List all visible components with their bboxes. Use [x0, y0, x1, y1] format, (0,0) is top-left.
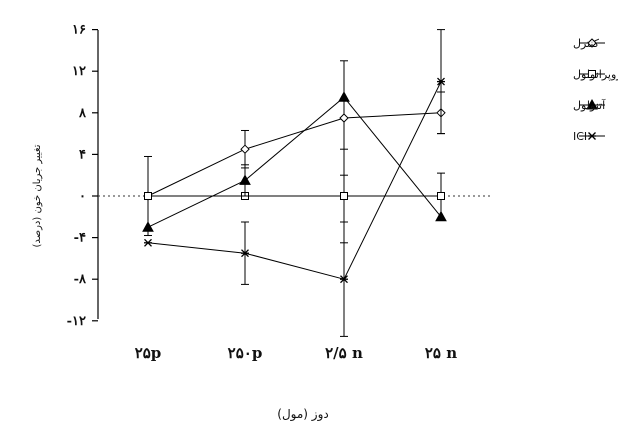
x-tick-label: ۲۵۰p: [228, 344, 263, 362]
y-tick-label: -۴: [74, 231, 86, 246]
legend-label: کنترل: [573, 37, 600, 50]
y-tick-label: ۱۲: [72, 64, 86, 79]
series-3: [142, 91, 447, 232]
y-axis-label: تغییر جریان خون (درصد): [32, 144, 43, 247]
series-line: [147, 81, 442, 280]
legend-entry: کنترل: [573, 37, 605, 50]
data-point-star: [241, 249, 249, 258]
data-point-star: [340, 275, 348, 284]
series-line: [147, 96, 442, 228]
y-tick-label: ۴: [79, 147, 86, 162]
series-layer: [142, 29, 447, 337]
data-point-square: [437, 192, 445, 200]
axes: ۱۶ ۱۲ ۸ ۴ ۰ -۴ -۸ -۱۲ ۲۵p ۲۵۰p ۲/۵ n ۲۵ n: [67, 23, 492, 362]
data-point-square: [588, 70, 596, 78]
legend-label: ICI: [573, 130, 587, 143]
data-point-diamond: [587, 38, 597, 48]
series-1: [143, 60, 446, 237]
y-tick-label: -۸: [74, 272, 87, 287]
data-point-square: [144, 192, 152, 200]
data-point-star: [437, 77, 445, 86]
y-tick-label: ۰: [79, 189, 86, 204]
data-point-diamond: [240, 144, 250, 154]
legend-entry: آتنولول: [573, 98, 606, 112]
y-tick-label: ۱۶: [72, 23, 86, 38]
x-tick-label: ۲۵p: [135, 344, 162, 362]
data-point-star: [588, 132, 596, 140]
legend-label: آتنولول: [573, 98, 606, 112]
data-point-square: [340, 192, 348, 200]
x-tick-label: ۲۵ n: [425, 344, 457, 362]
legend-label: پروپرانولول: [573, 68, 618, 81]
data-point-star: [144, 238, 152, 247]
data-point-diamond: [339, 113, 349, 123]
y-tick-label: -۱۲: [67, 314, 86, 329]
series-line: [147, 112, 442, 197]
legend-entry: ICI: [573, 130, 605, 143]
data-point-triangle: [435, 210, 447, 222]
data-point-triangle: [239, 174, 251, 185]
series-4: [144, 29, 445, 337]
y-tick-label: ۸: [78, 106, 87, 121]
data-point-triangle: [338, 91, 350, 102]
data-point-triangle: [586, 98, 598, 110]
x-tick-label: ۲/۵ n: [325, 344, 363, 362]
series-2: [144, 148, 445, 244]
legend: کنترل پروپرانولول آتنولول ICI: [573, 37, 618, 143]
legend-entry: پروپرانولول: [573, 68, 618, 81]
x-axis-label: دوز (مول): [277, 407, 328, 422]
data-point-triangle: [142, 221, 154, 232]
